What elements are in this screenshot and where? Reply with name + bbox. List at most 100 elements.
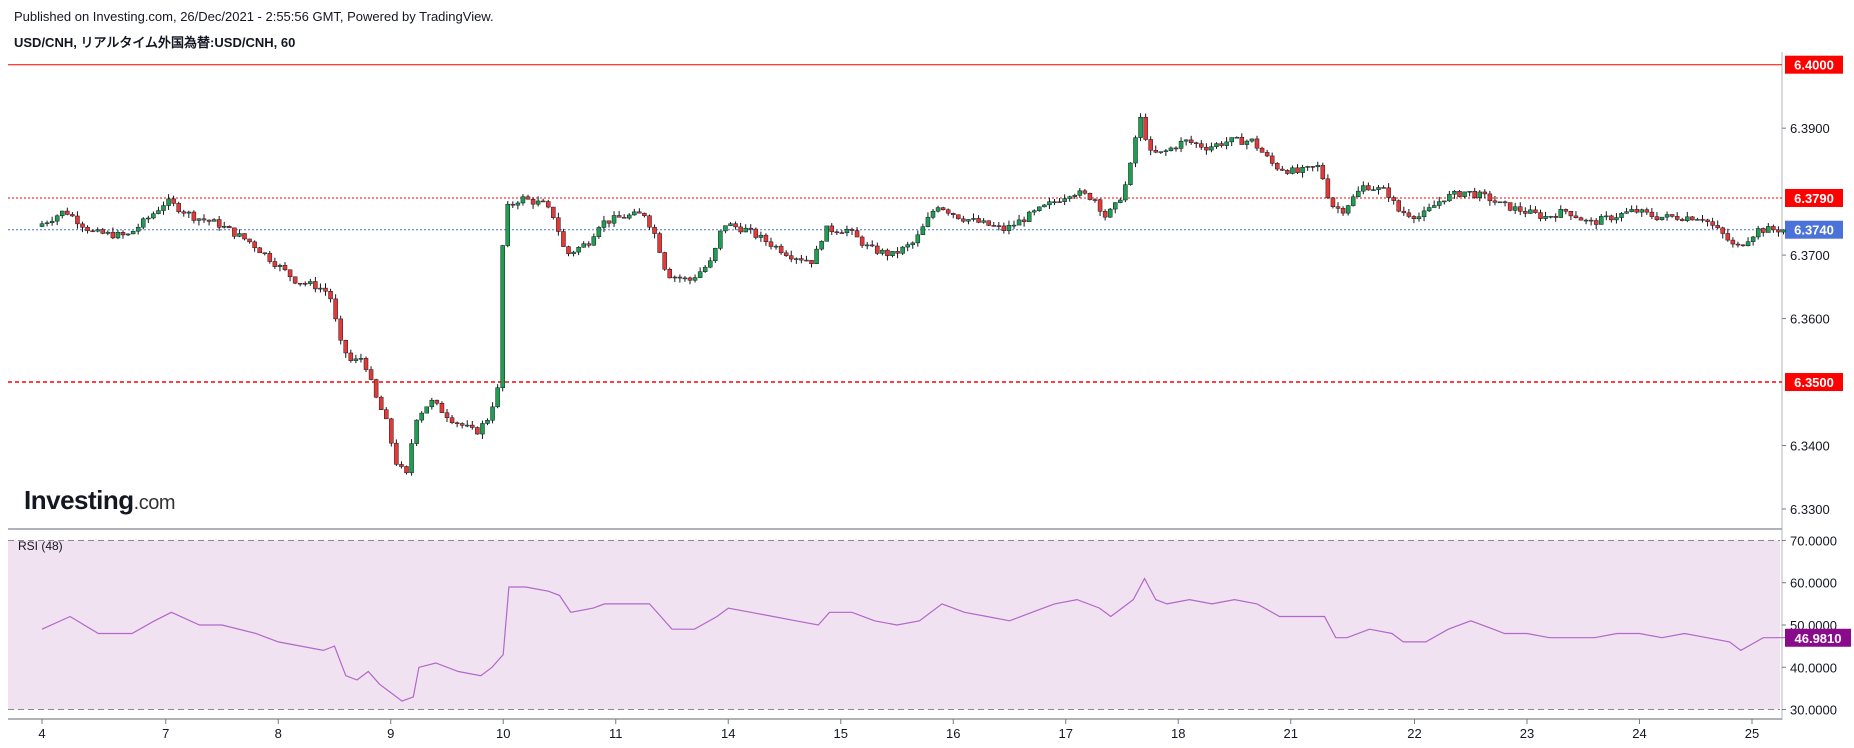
candle-up [1209, 142, 1214, 153]
time-tick-label-12: 22 [1407, 726, 1421, 741]
candle-body [500, 245, 505, 388]
candle-body [191, 211, 197, 221]
level-tag-label-2: 6.3740 [1794, 223, 1834, 238]
candle-up [728, 222, 733, 226]
candle-body [637, 211, 642, 214]
candle-up [409, 439, 414, 476]
candle-up [819, 240, 824, 251]
candle-body [65, 210, 70, 215]
candle-body [510, 203, 516, 206]
candle-body [414, 419, 419, 444]
candle-down [257, 246, 262, 254]
candle-body [490, 406, 495, 421]
candle-body [1523, 211, 1528, 214]
candle-body [829, 225, 834, 233]
candle-body [454, 422, 460, 424]
candle-up [1659, 216, 1665, 221]
candle-down [1690, 216, 1695, 221]
candle-body [1320, 165, 1326, 180]
candle-body [1745, 241, 1751, 247]
candle-down [90, 229, 95, 233]
candle-body [854, 230, 860, 238]
candle-up [864, 241, 870, 250]
candle-up [1052, 198, 1057, 206]
candle-up [1416, 212, 1422, 222]
candle-body [252, 241, 257, 249]
candle-body [1735, 243, 1741, 246]
level-tag-label-0: 6.4000 [1794, 58, 1834, 73]
price-candles[interactable] [39, 113, 1786, 476]
candle-down [1771, 224, 1776, 233]
candle-body [844, 228, 850, 234]
candle-body [151, 213, 156, 219]
candle-body [799, 258, 804, 261]
candle-body [1188, 139, 1194, 143]
candle-down [120, 230, 126, 239]
candle-body [1614, 217, 1619, 221]
rsi-line[interactable] [41, 577, 1786, 702]
candle-up [49, 216, 55, 226]
candle-up [966, 219, 971, 225]
candle-down [961, 215, 966, 223]
candle-down [662, 251, 667, 271]
candle-body [389, 418, 394, 444]
candle-body [475, 427, 480, 435]
candle-up [44, 220, 50, 227]
candle-body [1361, 185, 1366, 192]
candle-body [277, 265, 283, 267]
time-tick-label-11: 21 [1284, 726, 1298, 741]
candle-down [292, 276, 298, 285]
candle-body [556, 217, 561, 232]
candle-down [1573, 211, 1579, 219]
candle-body [1264, 152, 1270, 157]
candle-up [1249, 138, 1255, 143]
candle-body [115, 232, 121, 239]
candle-body [1143, 117, 1148, 140]
candle-up [1032, 209, 1037, 216]
candle-up [708, 257, 713, 269]
candle-body [773, 245, 779, 248]
candle-down [1148, 136, 1153, 156]
candle-body [201, 218, 207, 221]
candle-down [1710, 217, 1715, 229]
candle-down [637, 208, 642, 214]
candle-up [576, 246, 581, 256]
candle-up [1067, 195, 1072, 202]
candle-down [1340, 206, 1346, 216]
candle-up [39, 220, 45, 228]
candle-down [1644, 207, 1650, 215]
candle-down [1674, 212, 1680, 221]
candle-body [1016, 219, 1022, 226]
candle-down [338, 315, 343, 345]
candle-up [1315, 161, 1320, 172]
candle-down [1588, 217, 1594, 226]
candle-down [348, 349, 354, 363]
candle-body [282, 265, 288, 271]
candle-body [789, 255, 794, 260]
candle-down [1523, 207, 1528, 218]
candle-up [1042, 204, 1047, 208]
candle-body [1695, 219, 1700, 221]
candle-down [859, 235, 865, 248]
candle-up [718, 230, 723, 251]
candle-down [1330, 196, 1336, 209]
candle-up [920, 223, 926, 236]
candle-up [1604, 211, 1609, 221]
candle-up [601, 215, 607, 232]
candle-down [1518, 202, 1523, 216]
candle-body [1487, 193, 1493, 202]
candle-body [1107, 208, 1113, 218]
candle-body [535, 200, 541, 205]
candle-up [1163, 148, 1169, 156]
candle-body [743, 227, 748, 233]
candle-up [125, 233, 131, 237]
candle-body [1685, 216, 1690, 221]
candle-body [1173, 147, 1179, 150]
candle-up [115, 229, 121, 240]
candle-body [966, 219, 971, 222]
candle-down [1472, 187, 1477, 199]
candle-body [910, 242, 915, 245]
candle-down [1264, 149, 1270, 158]
candle-body [1492, 200, 1498, 203]
